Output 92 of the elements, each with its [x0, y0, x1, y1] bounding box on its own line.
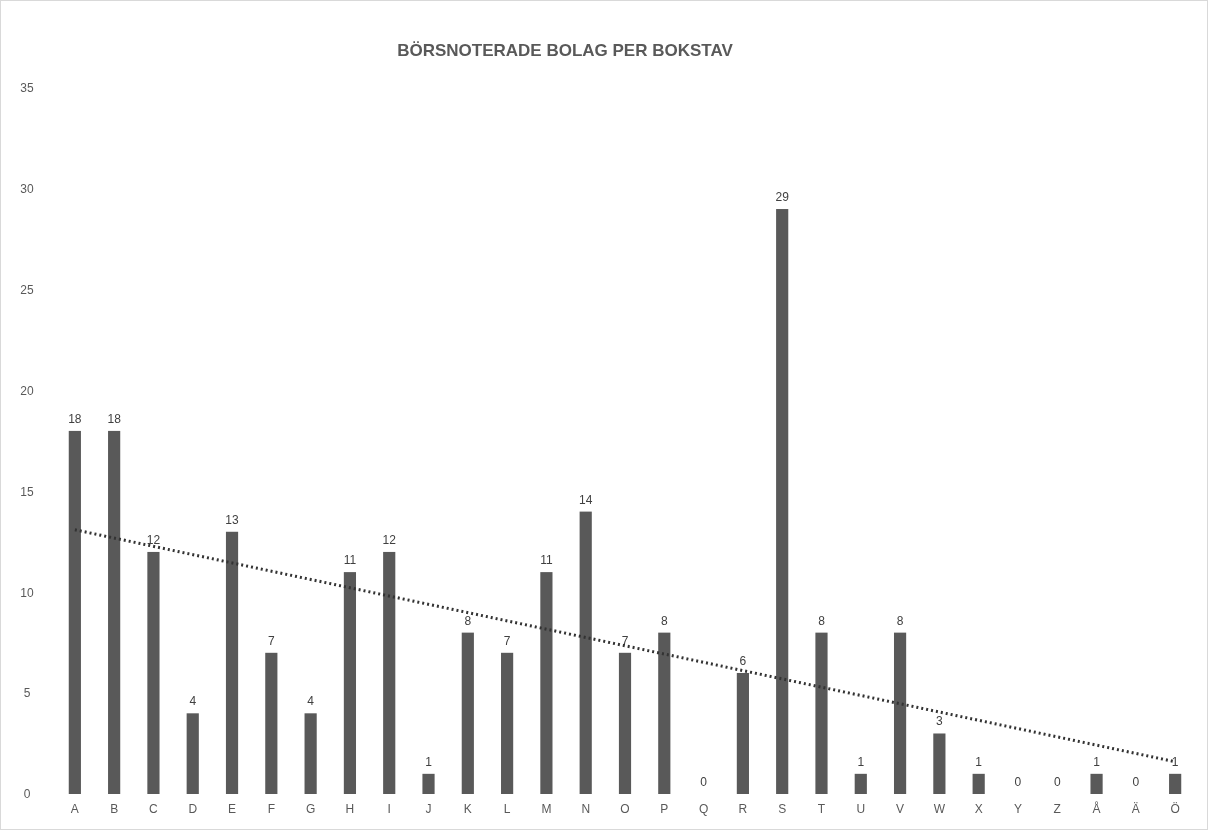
data-label: 7 — [267, 633, 275, 648]
x-tick-label: B — [110, 801, 119, 816]
data-label: 12 — [146, 532, 161, 547]
bar — [501, 652, 514, 794]
bar — [343, 572, 357, 794]
data-label: 7 — [621, 633, 629, 648]
x-tick-label: W — [933, 801, 946, 816]
data-label: 1 — [425, 754, 433, 769]
bar — [461, 632, 474, 794]
data-label: 11 — [540, 553, 553, 568]
data-label: 8 — [660, 613, 668, 628]
bar — [108, 430, 121, 794]
bar — [147, 551, 160, 794]
data-label: 8 — [818, 613, 826, 628]
x-tick-label: P — [660, 801, 669, 816]
x-tick-label: E — [228, 801, 237, 816]
bar — [815, 632, 828, 794]
data-label: 1 — [1093, 754, 1101, 769]
data-label: 6 — [739, 653, 747, 668]
bar — [540, 572, 553, 794]
x-tick-label: A — [70, 801, 79, 816]
y-tick-label: 20 — [20, 383, 34, 398]
y-tick-label: 0 — [23, 787, 31, 802]
y-tick-label: 30 — [20, 182, 34, 197]
data-label: 18 — [107, 411, 122, 426]
x-tick-label: Å — [1092, 800, 1101, 816]
chart-title: BÖRSNOTERADE BOLAG PER BOKSTAV — [397, 41, 734, 60]
x-tick-label: T — [817, 801, 826, 816]
x-tick-label: X — [974, 801, 983, 816]
x-tick-label: Q — [698, 801, 709, 816]
x-tick-label: D — [188, 801, 198, 816]
data-label: 1 — [857, 754, 865, 769]
data-label: 7 — [503, 633, 511, 648]
bar — [972, 773, 985, 794]
bar — [618, 652, 632, 794]
bar — [1090, 773, 1103, 794]
data-label: 8 — [464, 613, 472, 628]
bar — [383, 551, 396, 794]
x-tick-label: Y — [1013, 801, 1022, 816]
data-label: 1 — [1171, 754, 1179, 769]
bar — [933, 733, 946, 794]
bar — [854, 773, 867, 794]
x-tick-label: J — [425, 801, 432, 816]
x-tick-label: I — [387, 801, 391, 816]
x-tick-label: Z — [1053, 801, 1061, 816]
x-tick-label: K — [463, 801, 472, 816]
x-tick-label: F — [267, 801, 275, 816]
bar — [422, 773, 435, 794]
y-tick-label: 10 — [20, 585, 34, 600]
data-label: 8 — [896, 613, 904, 628]
data-label: 1 — [975, 754, 983, 769]
bar — [225, 531, 239, 794]
x-tick-label: Ä — [1131, 801, 1140, 816]
bar — [304, 713, 317, 794]
data-label: 13 — [225, 512, 240, 527]
data-label: 14 — [579, 492, 593, 507]
x-tick-label: U — [856, 801, 866, 816]
x-tick-label: C — [149, 801, 159, 816]
data-label: 12 — [382, 532, 397, 547]
bar — [68, 430, 81, 794]
x-tick-label: O — [620, 801, 630, 816]
x-tick-label: N — [581, 801, 591, 816]
data-label: 29 — [775, 190, 790, 205]
x-tick-label: V — [896, 801, 905, 816]
data-label: 0 — [700, 775, 708, 789]
y-tick-label: 5 — [23, 686, 31, 701]
x-tick-label: R — [738, 801, 748, 816]
data-label: 3 — [936, 714, 944, 729]
data-label: 4 — [307, 694, 315, 709]
data-label: 4 — [189, 694, 197, 709]
x-tick-label: Ö — [1170, 801, 1180, 816]
x-tick-label: L — [503, 801, 511, 816]
x-tick-label: M — [541, 801, 552, 816]
y-tick-label: 25 — [20, 283, 34, 298]
y-tick-label: 35 — [20, 81, 34, 96]
bar — [186, 713, 199, 794]
bar — [579, 511, 592, 794]
bar — [736, 672, 749, 794]
x-tick-label: H — [345, 801, 355, 816]
data-label: 0 — [1053, 775, 1061, 789]
bar — [1169, 773, 1182, 794]
x-tick-label: G — [305, 801, 316, 816]
data-label: 0 — [1132, 775, 1140, 789]
data-label: 0 — [1014, 775, 1022, 789]
x-tick-label: S — [778, 801, 787, 816]
data-label: 18 — [68, 411, 82, 426]
bar — [776, 209, 789, 794]
bar — [265, 652, 278, 794]
bar — [658, 632, 671, 794]
bar — [893, 632, 907, 794]
y-tick-label: 15 — [20, 484, 34, 499]
data-label: 11 — [343, 553, 357, 568]
